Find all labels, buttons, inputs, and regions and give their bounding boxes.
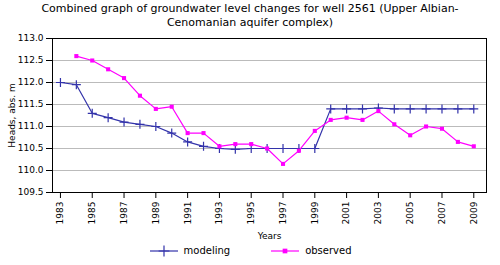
svg-text:1989: 1989 <box>151 201 161 224</box>
svg-text:111.5: 111.5 <box>18 99 44 109</box>
svg-text:1991: 1991 <box>183 201 193 224</box>
svg-text:110.5: 110.5 <box>18 143 44 153</box>
svg-text:1987: 1987 <box>119 201 129 224</box>
svg-text:1993: 1993 <box>214 201 224 224</box>
html-text:observed: observed <box>305 245 352 256</box>
svg-text:Heads, abs. m: Heads, abs. m <box>7 83 17 147</box>
svg-text:1999: 1999 <box>310 201 320 224</box>
html-text:Combined graph of groundwater: Combined graph of groundwater level chan… <box>41 2 459 29</box>
svg-text:1997: 1997 <box>278 201 288 224</box>
svg-text:109.5: 109.5 <box>18 187 44 197</box>
svg-text:2003: 2003 <box>373 201 383 224</box>
svg-text:1983: 1983 <box>55 201 65 224</box>
svg-text:111.0: 111.0 <box>18 121 44 131</box>
svg-text:2005: 2005 <box>405 201 415 224</box>
svg-text:2001: 2001 <box>341 201 351 224</box>
svg-text:110.0: 110.0 <box>18 165 44 175</box>
svg-text:112.5: 112.5 <box>18 55 44 65</box>
html-text:modeling: modeling <box>183 245 231 256</box>
svg-text:112.0: 112.0 <box>18 77 44 87</box>
svg-text:1995: 1995 <box>246 201 256 224</box>
svg-text:2007: 2007 <box>437 201 447 224</box>
svg-text:113.0: 113.0 <box>18 33 44 43</box>
svg-text:1985: 1985 <box>87 201 97 224</box>
svg-text:2009: 2009 <box>469 201 479 224</box>
svg-text:Years: Years <box>257 230 282 240</box>
